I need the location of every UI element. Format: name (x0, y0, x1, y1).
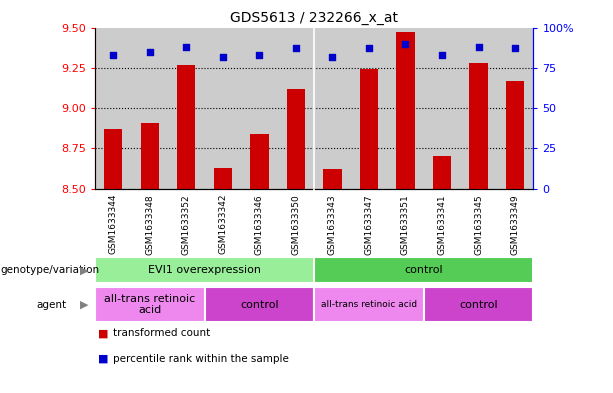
FancyBboxPatch shape (95, 287, 205, 322)
Text: transformed count: transformed count (113, 328, 211, 338)
Bar (323, 169, 341, 189)
Text: all-trans retinoic
acid: all-trans retinoic acid (104, 294, 196, 315)
Bar (433, 156, 451, 189)
Bar (360, 70, 378, 189)
Text: GSM1633346: GSM1633346 (255, 194, 264, 255)
Point (437, 52, 447, 58)
Text: ▶: ▶ (80, 299, 89, 310)
Point (109, 52, 118, 58)
Text: ■: ■ (98, 328, 112, 338)
Text: GSM1633341: GSM1633341 (438, 194, 446, 255)
Text: genotype/variation: genotype/variation (0, 265, 99, 275)
Bar (140, 123, 159, 189)
FancyBboxPatch shape (205, 287, 314, 322)
Text: GSM1633352: GSM1633352 (182, 194, 191, 255)
Text: ■: ■ (98, 354, 112, 364)
Text: control: control (240, 299, 279, 310)
Text: GSM1633342: GSM1633342 (218, 194, 227, 255)
Bar (397, 32, 414, 189)
Point (327, 53, 337, 60)
Text: EVI1 overexpression: EVI1 overexpression (148, 265, 261, 275)
Text: GSM1633343: GSM1633343 (328, 194, 337, 255)
Text: percentile rank within the sample: percentile rank within the sample (113, 354, 289, 364)
Bar (287, 89, 305, 189)
Text: ▶: ▶ (80, 265, 89, 275)
Bar (506, 81, 524, 189)
Bar (250, 134, 268, 189)
Text: GSM1633344: GSM1633344 (109, 194, 118, 255)
Bar (470, 63, 488, 189)
FancyBboxPatch shape (95, 257, 314, 283)
Point (291, 45, 301, 51)
Bar (104, 129, 123, 189)
Bar (214, 168, 232, 189)
Text: GSM1633348: GSM1633348 (145, 194, 154, 255)
Point (218, 53, 228, 60)
Title: GDS5613 / 232266_x_at: GDS5613 / 232266_x_at (230, 11, 398, 25)
Bar (177, 64, 196, 189)
Text: control: control (459, 299, 498, 310)
Point (400, 40, 410, 47)
Point (474, 44, 484, 50)
Text: GSM1633347: GSM1633347 (365, 194, 373, 255)
Text: agent: agent (37, 299, 67, 310)
Text: GSM1633349: GSM1633349 (511, 194, 520, 255)
Text: control: control (405, 265, 443, 275)
FancyBboxPatch shape (314, 287, 424, 322)
Point (145, 48, 154, 55)
Text: GSM1633350: GSM1633350 (291, 194, 300, 255)
Point (364, 45, 374, 51)
Point (254, 52, 264, 58)
Text: GSM1633351: GSM1633351 (401, 194, 410, 255)
Point (510, 45, 520, 51)
FancyBboxPatch shape (314, 257, 533, 283)
Point (181, 44, 191, 50)
FancyBboxPatch shape (424, 287, 533, 322)
Text: all-trans retinoic acid: all-trans retinoic acid (321, 300, 417, 309)
Text: GSM1633345: GSM1633345 (474, 194, 483, 255)
